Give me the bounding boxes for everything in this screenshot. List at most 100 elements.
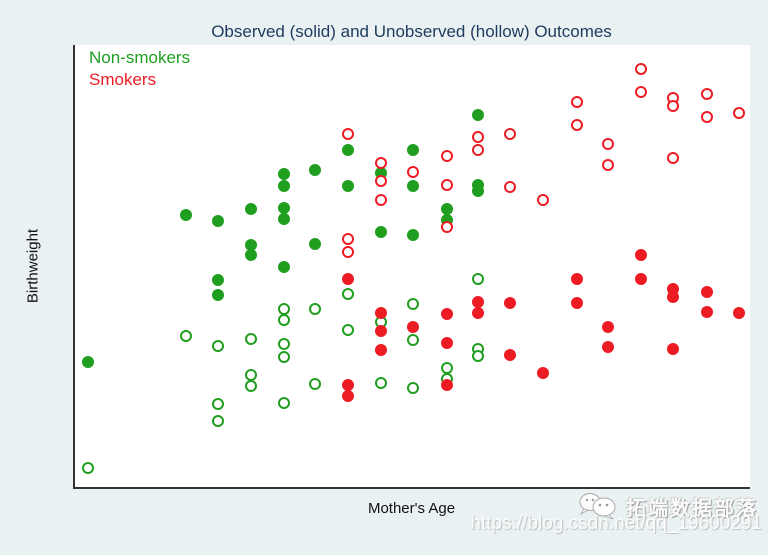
data-point: [602, 137, 615, 150]
data-point: [374, 377, 387, 390]
data-point: [212, 274, 225, 287]
wechat-chat-bubbles-icon: [579, 493, 616, 520]
legend-item-smokers: Smokers: [89, 70, 157, 89]
data-point: [212, 288, 225, 301]
data-point: [277, 167, 290, 180]
data-point: [471, 349, 484, 362]
data-point: [341, 379, 354, 392]
legend-item-nonsmokers: Non-smokers: [89, 48, 191, 67]
data-point: [700, 285, 713, 298]
data-point: [504, 181, 517, 194]
data-point: [277, 179, 290, 192]
data-point: [309, 238, 322, 251]
data-point: [440, 307, 453, 320]
data-point: [277, 260, 290, 273]
data-point: [440, 379, 453, 392]
data-point: [277, 303, 290, 316]
data-point: [471, 272, 484, 285]
watermark-row: 拓端数据部落: [578, 491, 758, 521]
data-point: [244, 248, 257, 261]
data-point: [309, 378, 322, 390]
data-point: [179, 329, 192, 342]
data-point: [700, 111, 713, 124]
data-point: [733, 107, 746, 120]
data-point: [471, 307, 484, 320]
data-point: [471, 295, 484, 308]
data-point: [341, 390, 354, 403]
data-point: [407, 166, 420, 179]
data-point: [471, 144, 484, 157]
data-point: [374, 174, 387, 187]
data-point: [341, 287, 354, 300]
data-point: [277, 212, 290, 225]
data-point: [81, 461, 94, 474]
data-point: [244, 238, 257, 251]
data-point: [341, 179, 354, 192]
data-point: [471, 185, 484, 198]
data-point: [570, 96, 583, 109]
data-point: [407, 144, 420, 157]
data-point: [667, 100, 680, 113]
data-point: [212, 340, 225, 353]
data-point: [407, 179, 420, 192]
data-point: [407, 320, 420, 333]
data-point: [471, 108, 484, 121]
data-point: [504, 296, 517, 309]
data-point: [536, 194, 549, 207]
data-point: [570, 118, 583, 131]
data-point: [407, 228, 420, 241]
data-point: [635, 249, 648, 262]
data-point: [700, 88, 713, 101]
data-point: [81, 356, 94, 369]
data-point: [374, 324, 387, 337]
watermark-name: 拓端数据部落: [626, 497, 758, 520]
x-axis-label: Mother's Age: [367, 500, 456, 517]
data-point: [667, 151, 680, 164]
watermark: 拓端数据部落 https://blog.csdn.net/qq_19600291: [470, 491, 762, 541]
data-point: [635, 62, 648, 75]
data-point: [277, 350, 290, 363]
data-point: [374, 307, 387, 320]
data-point: [407, 381, 420, 394]
legend: Non-smokers Smokers: [89, 47, 190, 91]
chart-title: Observed (solid) and Unobserved (hollow)…: [211, 22, 612, 41]
data-point: [570, 273, 583, 286]
data-point: [277, 314, 290, 327]
data-point: [309, 164, 322, 177]
data-point: [504, 348, 517, 361]
data-point: [277, 202, 290, 215]
data-point: [440, 178, 453, 191]
data-point: [536, 367, 549, 380]
data-point: [440, 361, 453, 374]
data-point: [570, 296, 583, 309]
data-point: [635, 273, 648, 286]
data-point: [341, 128, 354, 141]
data-point: [504, 128, 517, 141]
data-point: [440, 202, 453, 215]
data-point: [471, 130, 484, 143]
data-point: [667, 291, 680, 304]
data-point: [407, 298, 420, 310]
data-point: [602, 320, 615, 333]
data-point: [341, 324, 354, 337]
data-point: [244, 333, 257, 346]
plot-area: Non-smokers Smokers Birthweight: [25, 45, 750, 489]
watermark-url: https://blog.csdn.net/qq_19600291: [470, 513, 762, 534]
data-point: [374, 157, 387, 170]
data-point: [341, 144, 354, 157]
data-point: [635, 86, 648, 99]
data-point: [212, 415, 225, 428]
data-point: [277, 338, 290, 351]
data-point: [407, 333, 420, 346]
data-point: [341, 233, 354, 246]
data-point: [374, 194, 387, 207]
data-point: [602, 341, 615, 354]
data-point: [374, 343, 387, 356]
data-point: [244, 202, 257, 215]
data-point: [341, 246, 354, 259]
data-point: [374, 226, 387, 239]
data-point: [244, 379, 257, 392]
data-point: [277, 397, 290, 410]
data-point: [212, 214, 225, 227]
